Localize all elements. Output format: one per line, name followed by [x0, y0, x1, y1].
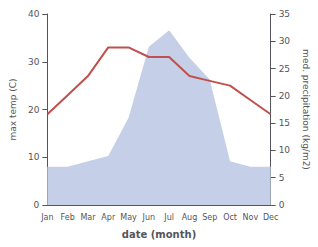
svg-text:date (month): date (month): [122, 229, 196, 240]
svg-text:10: 10: [28, 152, 40, 162]
svg-text:Dec: Dec: [263, 213, 278, 222]
svg-text:30: 30: [28, 57, 40, 67]
svg-text:5: 5: [279, 173, 285, 183]
svg-text:med. precipitation (kg/m2): med. precipitation (kg/m2): [301, 49, 311, 170]
svg-text:10: 10: [279, 145, 291, 155]
svg-text:0: 0: [34, 200, 40, 210]
svg-text:Jan: Jan: [40, 213, 53, 222]
svg-text:max temp (C): max temp (C): [8, 78, 18, 140]
svg-text:Apr: Apr: [101, 213, 116, 222]
svg-text:Aug: Aug: [182, 213, 198, 222]
svg-text:Oct: Oct: [223, 213, 237, 222]
svg-text:35: 35: [279, 9, 290, 19]
svg-text:15: 15: [279, 118, 290, 128]
svg-text:Nov: Nov: [243, 213, 259, 222]
svg-text:20: 20: [28, 105, 40, 115]
svg-text:40: 40: [28, 9, 40, 19]
svg-text:Feb: Feb: [61, 213, 75, 222]
svg-text:Jun: Jun: [142, 213, 156, 222]
svg-text:Mar: Mar: [80, 213, 96, 222]
svg-text:30: 30: [279, 36, 291, 46]
svg-text:Jul: Jul: [163, 213, 174, 222]
svg-text:Sep: Sep: [202, 213, 217, 222]
svg-text:25: 25: [279, 64, 290, 74]
svg-text:20: 20: [279, 91, 291, 101]
svg-text:May: May: [120, 213, 137, 222]
svg-text:0: 0: [279, 200, 285, 210]
